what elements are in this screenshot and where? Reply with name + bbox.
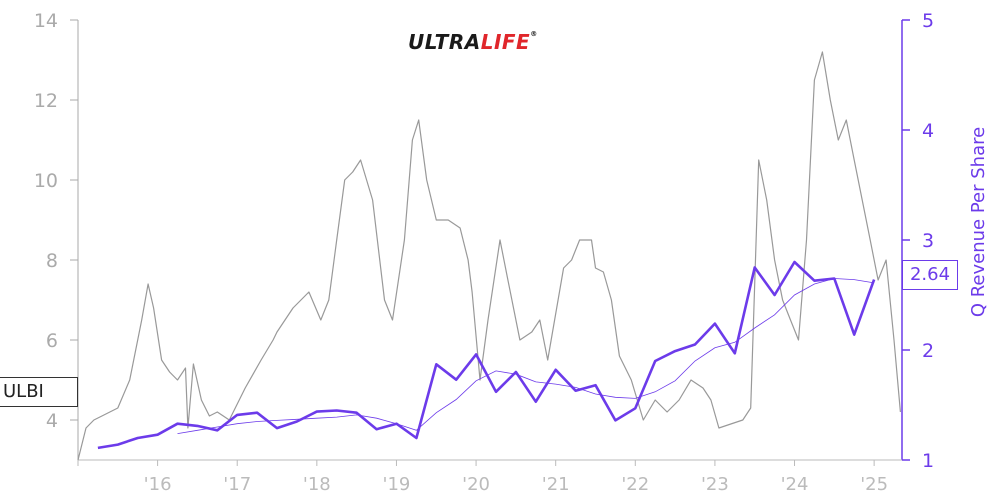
x-tick-label: '17 xyxy=(223,474,251,495)
x-tick-label: '19 xyxy=(383,474,411,495)
x-tick-label: '25 xyxy=(860,474,888,495)
x-tick-label: '24 xyxy=(781,474,809,495)
company-logo: ULTRALIFE® xyxy=(408,30,538,54)
x-tick-label: '16 xyxy=(144,474,172,495)
y2-tick-label: 1 xyxy=(922,450,934,472)
x-tick-label: '22 xyxy=(621,474,649,495)
current-value-label: 2.64 xyxy=(902,260,958,290)
y2-tick-label: 2 xyxy=(922,340,934,362)
x-tick-label: '20 xyxy=(462,474,490,495)
axes: 46810121412345'16'17'18'19'20'21'22'23'2… xyxy=(34,10,934,495)
y-tick-label: 12 xyxy=(34,90,58,112)
y-tick-label: 8 xyxy=(46,250,58,272)
series-layer xyxy=(77,51,901,461)
x-tick-label: '18 xyxy=(303,474,331,495)
y-tick-label: 10 xyxy=(34,170,58,192)
y2-tick-label: 3 xyxy=(922,230,934,252)
y2-tick-label: 4 xyxy=(922,120,934,142)
revenue-line xyxy=(97,260,876,450)
y2-tick-label: 5 xyxy=(922,10,934,32)
x-tick-label: '23 xyxy=(701,474,729,495)
y-tick-label: 4 xyxy=(46,410,58,432)
revenue-average-line xyxy=(177,278,875,434)
y-tick-label: 6 xyxy=(46,330,58,352)
y2-axis-label: Q Revenue Per Share xyxy=(968,127,989,317)
y-tick-label: 14 xyxy=(34,10,58,32)
ticker-label: ULBI xyxy=(0,377,78,407)
x-tick-label: '21 xyxy=(542,474,570,495)
price-line xyxy=(77,51,901,461)
